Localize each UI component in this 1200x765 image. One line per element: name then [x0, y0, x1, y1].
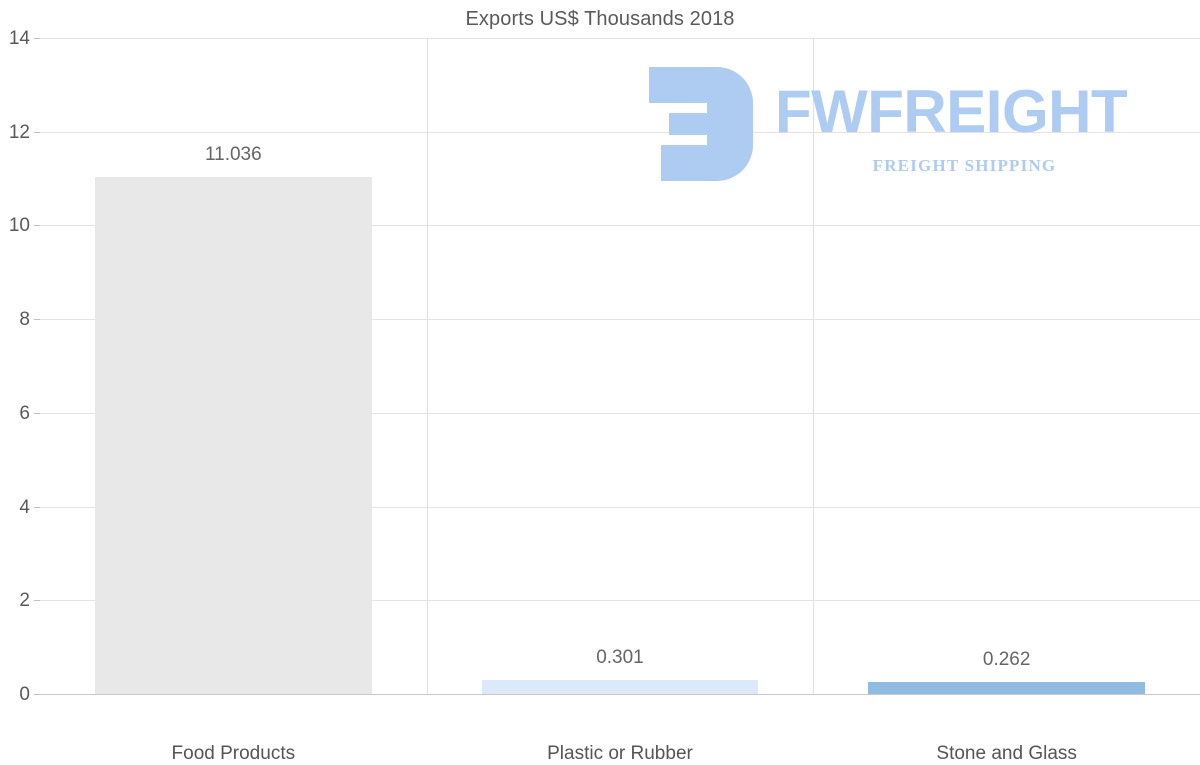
- y-axis-tick-mark: [34, 506, 40, 508]
- bar[interactable]: [95, 176, 372, 694]
- y-axis-tick-mark: [34, 412, 40, 414]
- gridline-horizontal: [40, 319, 1200, 321]
- bar-value-label: 0.262: [982, 648, 1031, 670]
- x-axis-tick-label: Plastic or Rubber: [547, 743, 693, 764]
- plot-area: 0 2 4 6 8 10 12 14 11.036 Food Products 0.301 Plast…: [9, 29, 1200, 764]
- y-axis-tick-mark: [34, 38, 40, 39]
- y-axis-tick-mark: [34, 225, 40, 227]
- chart-title: Exports US$ Thousands 2018: [465, 8, 735, 30]
- y-axis-tick-mark: [34, 319, 40, 321]
- bar-value-label: 0.301: [596, 646, 644, 668]
- y-axis-tick-mark: [34, 694, 40, 695]
- y-axis-tick-label: 2: [19, 590, 30, 612]
- x-axis-tick-label: Stone and Glass: [936, 743, 1077, 764]
- y-axis-tick-label: 8: [19, 309, 30, 331]
- y-axis-tick-label: 14: [8, 28, 30, 49]
- gridline-horizontal: [40, 506, 1200, 508]
- y-axis-tick-mark: [34, 600, 40, 602]
- bar[interactable]: [481, 679, 759, 694]
- bar[interactable]: [868, 681, 1145, 694]
- gridline-horizontal: [40, 412, 1200, 414]
- gridline-horizontal: [40, 600, 1200, 602]
- gridline-horizontal: [40, 131, 1200, 133]
- gridline-vertical: [813, 38, 814, 694]
- y-axis-tick-mark: [34, 131, 40, 133]
- y-axis-tick-label: 0: [19, 684, 30, 705]
- y-axis-tick-label: 4: [19, 496, 30, 518]
- y-axis-tick-label: 10: [8, 215, 30, 237]
- x-axis-tick-label: Food Products: [171, 743, 296, 764]
- y-axis-tick-label: 12: [8, 121, 30, 143]
- gridline-horizontal: [40, 694, 1200, 695]
- gridline-vertical: [427, 38, 428, 694]
- gridline-horizontal: [40, 225, 1200, 227]
- gridline-horizontal: [40, 38, 1200, 39]
- bar-value-label: 11.036: [204, 143, 262, 165]
- y-axis-tick-label: 6: [19, 402, 30, 424]
